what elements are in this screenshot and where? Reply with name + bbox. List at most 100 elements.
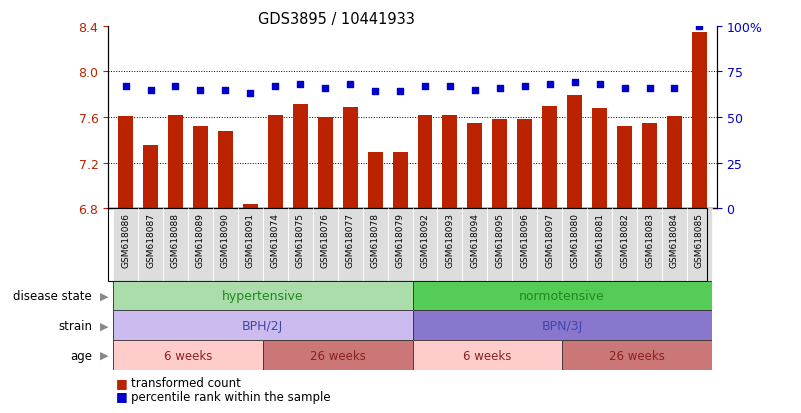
- Text: GSM618078: GSM618078: [371, 212, 380, 267]
- Bar: [637, 209, 662, 281]
- Bar: [462, 209, 487, 281]
- Point: [568, 80, 581, 86]
- Text: GSM618084: GSM618084: [670, 212, 679, 267]
- Text: GSM618087: GSM618087: [146, 212, 155, 267]
- Text: disease state: disease state: [14, 289, 92, 302]
- Bar: [163, 209, 188, 281]
- Text: GSM618088: GSM618088: [171, 212, 180, 267]
- Point: [194, 87, 207, 94]
- Point: [144, 87, 157, 94]
- Bar: [513, 209, 537, 281]
- Text: ■: ■: [116, 376, 128, 389]
- Bar: [388, 209, 413, 281]
- Text: GSM618077: GSM618077: [346, 212, 355, 267]
- Bar: [617, 127, 632, 209]
- Bar: [118, 116, 133, 209]
- Bar: [537, 209, 562, 281]
- Text: GSM618092: GSM618092: [421, 212, 429, 267]
- Bar: [268, 116, 283, 209]
- Bar: [437, 209, 462, 281]
- Text: GSM618085: GSM618085: [695, 212, 704, 267]
- Bar: [343, 107, 357, 209]
- Bar: [292, 105, 308, 209]
- Bar: [188, 209, 213, 281]
- Point: [518, 83, 531, 90]
- Text: GDS3895 / 10441933: GDS3895 / 10441933: [258, 12, 415, 27]
- Text: hypertensive: hypertensive: [222, 289, 304, 302]
- Text: GSM618089: GSM618089: [196, 212, 205, 267]
- Text: GSM618086: GSM618086: [121, 212, 130, 267]
- Bar: [542, 106, 557, 209]
- Point: [393, 89, 406, 95]
- Point: [594, 82, 606, 88]
- Bar: [468, 123, 482, 209]
- Bar: [218, 131, 233, 209]
- Point: [244, 91, 257, 97]
- Point: [269, 83, 282, 90]
- Point: [294, 82, 307, 88]
- Bar: [692, 33, 707, 209]
- Text: GSM618076: GSM618076: [320, 212, 330, 267]
- Text: GSM618083: GSM618083: [645, 212, 654, 267]
- Bar: [442, 116, 457, 209]
- Text: normotensive: normotensive: [519, 289, 605, 302]
- Point: [493, 85, 506, 92]
- Bar: [193, 127, 208, 209]
- Point: [219, 87, 231, 94]
- Text: GSM618096: GSM618096: [521, 212, 529, 267]
- Bar: [143, 146, 158, 209]
- Text: strain: strain: [58, 319, 92, 332]
- Point: [319, 85, 332, 92]
- Point: [618, 85, 631, 92]
- Text: ▶: ▶: [100, 350, 108, 360]
- Bar: [487, 209, 513, 281]
- Bar: [368, 153, 383, 209]
- Bar: [687, 209, 712, 281]
- Bar: [318, 118, 332, 209]
- Text: ■: ■: [116, 389, 128, 403]
- Bar: [363, 209, 388, 281]
- Bar: [213, 209, 238, 281]
- Bar: [592, 109, 607, 209]
- Text: 26 weeks: 26 weeks: [310, 349, 365, 362]
- Text: percentile rank within the sample: percentile rank within the sample: [131, 389, 330, 403]
- Bar: [562, 209, 587, 281]
- Bar: [612, 209, 637, 281]
- Text: GSM618075: GSM618075: [296, 212, 304, 267]
- Bar: [263, 209, 288, 281]
- Bar: [238, 209, 263, 281]
- Point: [368, 89, 381, 95]
- Bar: [517, 120, 533, 209]
- Point: [668, 85, 681, 92]
- Bar: [312, 209, 338, 281]
- Bar: [392, 153, 408, 209]
- Text: ▶: ▶: [100, 291, 108, 301]
- Bar: [587, 209, 612, 281]
- Bar: [243, 204, 258, 209]
- Text: GSM618074: GSM618074: [271, 212, 280, 267]
- Text: transformed count: transformed count: [131, 376, 240, 389]
- Text: BPN/3J: BPN/3J: [541, 319, 583, 332]
- Text: GSM618082: GSM618082: [620, 212, 629, 267]
- Bar: [493, 120, 507, 209]
- Bar: [138, 209, 163, 281]
- Bar: [413, 209, 437, 281]
- Point: [419, 83, 432, 90]
- Text: 6 weeks: 6 weeks: [163, 349, 212, 362]
- Text: BPH/2J: BPH/2J: [242, 319, 284, 332]
- Bar: [113, 209, 138, 281]
- Point: [643, 85, 656, 92]
- Text: GSM618095: GSM618095: [495, 212, 505, 267]
- Bar: [642, 123, 657, 209]
- Text: GSM618079: GSM618079: [396, 212, 405, 267]
- Bar: [662, 209, 687, 281]
- Text: GSM618097: GSM618097: [545, 212, 554, 267]
- Text: GSM618080: GSM618080: [570, 212, 579, 267]
- Point: [119, 83, 132, 90]
- Bar: [667, 116, 682, 209]
- Bar: [417, 116, 433, 209]
- Point: [469, 87, 481, 94]
- Text: ▶: ▶: [100, 320, 108, 330]
- Text: GSM618090: GSM618090: [221, 212, 230, 267]
- Text: GSM618091: GSM618091: [246, 212, 255, 267]
